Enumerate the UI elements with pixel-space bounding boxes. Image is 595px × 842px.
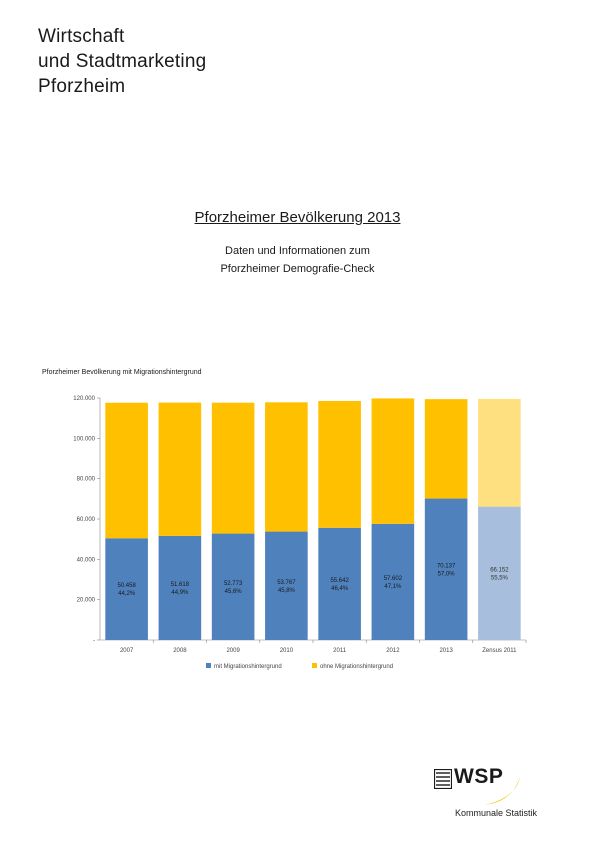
legend-swatch — [312, 663, 317, 668]
data-label-line: 51.618 — [171, 582, 190, 588]
chart-title: Pforzheimer Bevölkerung mit Migrationshi… — [42, 369, 202, 376]
bar-mit-migrationshintergrund — [211, 533, 255, 640]
bar-mit-migrationshintergrund — [371, 523, 415, 640]
x-tick-label: 2011 — [333, 648, 347, 654]
data-label-line: 44,2% — [118, 591, 136, 597]
data-label-line: 55,5% — [491, 575, 509, 581]
x-tick-label: 2012 — [386, 648, 400, 654]
bar-mit-migrationshintergrund — [158, 535, 202, 640]
legend-label: ohne Migrationshintergrund — [320, 664, 393, 670]
bar-mit-migrationshintergrund — [318, 527, 361, 640]
bar-ohne-migrationshintergrund — [424, 399, 468, 499]
bar-ohne-migrationshintergrund — [105, 402, 148, 539]
data-label-line: 55.642 — [330, 578, 349, 584]
document-subtitle: Daten und Informationen zum Pforzheimer … — [0, 242, 595, 278]
document-title: Pforzheimer Bevölkerung 2013 — [0, 209, 595, 226]
x-tick-label: 2007 — [120, 648, 134, 654]
y-tick-label: 60.000 — [77, 517, 96, 523]
bar-ohne-migrationshintergrund — [318, 400, 361, 528]
data-label: 66.152 55,5% — [490, 567, 509, 581]
x-tick-label: 2013 — [439, 648, 453, 654]
population-chart: - 20.000 40.000 60.000 80.000 100.000 120.000 5… — [73, 396, 527, 670]
organization-line: Pforzheim — [38, 76, 126, 97]
data-label: 70.137 57,0% — [437, 563, 456, 577]
x-tick-label: 2008 — [173, 648, 187, 654]
x-tick-label: Zensus 2011 — [482, 648, 517, 654]
bar-mit-migrationshintergrund — [424, 498, 468, 640]
brand-name: WSP — [454, 765, 504, 788]
data-label: 50.458 44,2% — [117, 583, 136, 597]
data-label-line: 45,8% — [278, 588, 296, 594]
data-label: 53.767 45,8% — [277, 580, 296, 594]
subtitle-line: Daten und Informationen zum — [225, 245, 370, 257]
organization-line: und Stadtmarketing — [38, 51, 207, 72]
bar-ohne-migrationshintergrund — [371, 398, 415, 524]
swoosh-icon — [484, 777, 520, 805]
data-label: 52.773 45,6% — [224, 581, 243, 595]
bar-mit-migrationshintergrund — [105, 538, 148, 640]
data-label: 57.602 47,1% — [384, 576, 403, 590]
y-tick-label: - — [93, 638, 95, 644]
data-label-line: 53.767 — [277, 580, 296, 586]
data-label: 55.642 46,4% — [330, 578, 349, 592]
bar-ohne-migrationshintergrund — [211, 402, 255, 534]
data-label-line: 66.152 — [490, 567, 509, 573]
data-label-line: 57.602 — [384, 576, 403, 582]
bar-mit-migrationshintergrund — [265, 531, 308, 640]
legend-label: mit Migrationshintergrund — [214, 664, 282, 670]
data-label: 51.618 44,9% — [171, 582, 190, 596]
organization-title: Wirtschaft und Stadtmarketing Pforzheim — [38, 24, 206, 99]
data-label-line: 44,9% — [171, 590, 189, 596]
y-tick-label: 120.000 — [73, 396, 95, 402]
brand-tagline: Kommunale Statistik — [455, 808, 538, 818]
y-tick-label: 100.000 — [73, 436, 95, 442]
bar-ohne-migrationshintergrund — [265, 402, 308, 532]
legend-swatch — [206, 663, 211, 668]
y-tick-label: 80.000 — [77, 477, 96, 483]
y-tick-label: 40.000 — [77, 557, 96, 563]
subtitle-line: Pforzheimer Demografie-Check — [220, 263, 375, 275]
data-label-line: 57,0% — [438, 571, 456, 577]
document-title-text: Pforzheimer Bevölkerung 2013 — [194, 209, 401, 226]
bar-ohne-migrationshintergrund — [478, 398, 521, 507]
x-tick-label: 2009 — [226, 648, 240, 654]
data-label-line: 47,1% — [384, 584, 402, 590]
organization-line: Wirtschaft — [38, 26, 125, 47]
data-label-line: 50.458 — [117, 583, 136, 589]
data-label-line: 45,6% — [225, 589, 243, 595]
x-tick-label: 2010 — [280, 648, 294, 654]
brand-logo: WSP Kommunale Statistik — [428, 765, 568, 825]
data-label-line: 52.773 — [224, 581, 243, 587]
bar-ohne-migrationshintergrund — [158, 402, 202, 536]
bar-mit-migrationshintergrund — [478, 506, 521, 640]
data-label-line: 70.137 — [437, 563, 456, 569]
data-label-line: 46,4% — [331, 586, 349, 592]
striped-square-icon — [434, 769, 452, 789]
y-tick-label: 20.000 — [77, 598, 96, 604]
